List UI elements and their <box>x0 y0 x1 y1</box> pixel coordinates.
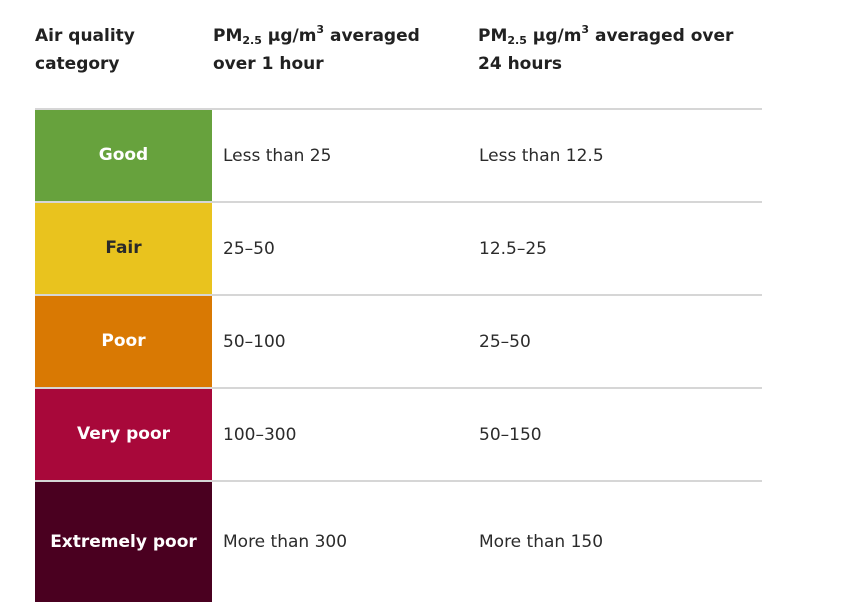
air-quality-table: Air quality category PM2.5 µg/m3 average… <box>35 0 762 602</box>
category-cell-poor: Poor <box>35 296 212 387</box>
pm25-1-hour-value: More than 300 <box>223 532 348 552</box>
header-category: Air quality category <box>35 26 135 74</box>
header-unit-text: µg/m <box>526 26 582 46</box>
table-row: Fair 25–50 12.5–25 <box>35 203 762 296</box>
pm25-24-hours-value: 12.5–25 <box>479 238 547 259</box>
header-averaging-text: averaged over 24 hours <box>478 26 734 74</box>
category-cell-good: Good <box>35 110 212 201</box>
header-pm-subscript: 2.5 <box>507 34 527 47</box>
header-pm25-1-hour: PM2.5 µg/m3 averaged over 1 hour <box>212 0 468 108</box>
pm25-24-hours-value: More than 150 <box>479 532 604 552</box>
header-averaging-text: averaged over 1 hour <box>213 26 420 74</box>
category-cell-fair: Fair <box>35 203 212 294</box>
category-cell-extremely-poor: Extremely poor <box>35 482 212 602</box>
table-row: Good Less than 25 Less than 12.5 <box>35 110 762 203</box>
category-cell-very-poor: Very poor <box>35 389 212 480</box>
pm25-1-hour-value: 100–300 <box>223 424 297 445</box>
table-row: Extremely poor More than 300 More than 1… <box>35 482 762 602</box>
pm25-1-hour-value: 50–100 <box>223 331 286 352</box>
pm25-24-hours-value: Less than 12.5 <box>479 145 604 166</box>
header-pm-subscript: 2.5 <box>242 34 262 47</box>
header-pm25-24-hours: PM2.5 µg/m3 averaged over 24 hours <box>468 0 762 108</box>
pm25-24-hours-value: 50–150 <box>479 424 542 445</box>
table-row: Very poor 100–300 50–150 <box>35 389 762 482</box>
table-row: Poor 50–100 25–50 <box>35 296 762 389</box>
header-pm-text: PM <box>478 26 508 46</box>
header-pm-text: PM <box>213 26 243 46</box>
pm25-1-hour-value: 25–50 <box>223 238 275 259</box>
header-unit-text: µg/m <box>261 26 317 46</box>
header-unit-superscript: 3 <box>316 23 325 36</box>
pm25-24-hours-value: 25–50 <box>479 331 531 352</box>
table-header-row: Air quality category PM2.5 µg/m3 average… <box>35 0 762 110</box>
header-unit-superscript: 3 <box>581 23 590 36</box>
pm25-1-hour-value: Less than 25 <box>223 145 332 166</box>
